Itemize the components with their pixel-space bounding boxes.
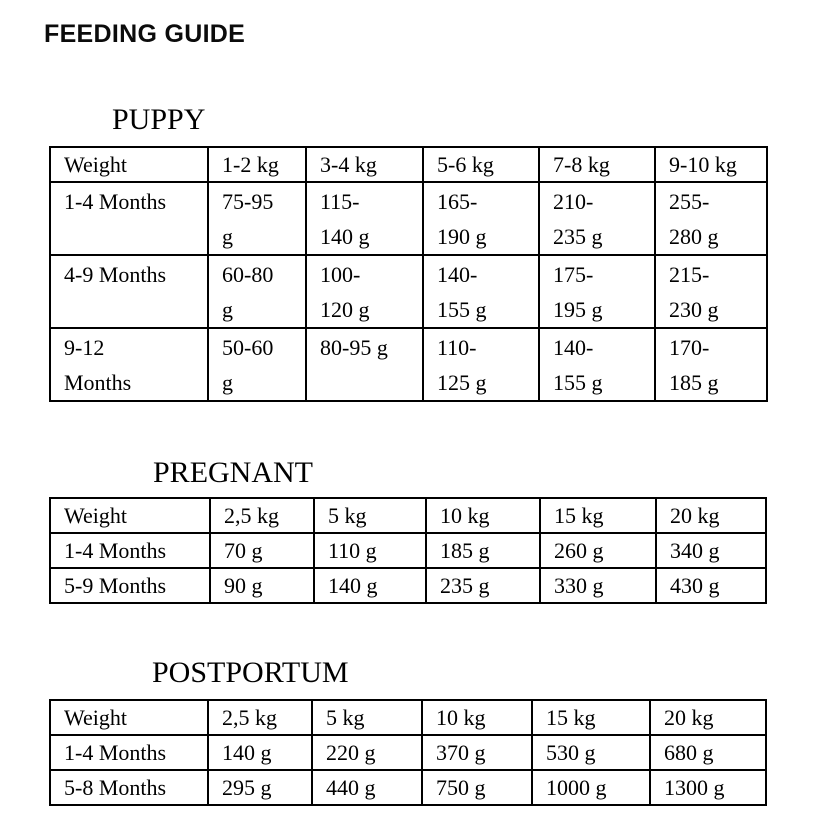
table-cell: 1300 g	[649, 769, 767, 806]
table-cell: 110 g	[313, 532, 427, 569]
table-row: 5-9 Months 90 g 140 g 235 g 330 g 430 g	[49, 567, 767, 604]
table-cell: 370 g	[421, 734, 533, 771]
column-header: 5 kg	[311, 699, 423, 736]
row-label: 1-4 Months	[49, 532, 211, 569]
column-header: 7-8 kg	[538, 146, 656, 183]
table-cell: 50-60 g	[207, 327, 307, 402]
table-cell: 220 g	[311, 734, 423, 771]
puppy-table: Weight 1-2 kg 3-4 kg 5-6 kg 7-8 kg 9-10 …	[49, 146, 768, 402]
table-cell: 100- 120 g	[305, 254, 424, 329]
table-cell: 80-95 g	[305, 327, 424, 402]
column-header: 2,5 kg	[209, 497, 315, 534]
postportum-table: Weight 2,5 kg 5 kg 10 kg 15 kg 20 kg 1-4…	[49, 699, 767, 806]
table-cell: 260 g	[539, 532, 657, 569]
table-cell: 1000 g	[531, 769, 651, 806]
column-header: 5-6 kg	[422, 146, 540, 183]
table-cell: 60-80 g	[207, 254, 307, 329]
table-cell: 215- 230 g	[654, 254, 768, 329]
table-row: 9-12 Months 50-60 g 80-95 g 110- 125 g 1…	[49, 327, 768, 402]
table-header-row: Weight 1-2 kg 3-4 kg 5-6 kg 7-8 kg 9-10 …	[49, 146, 768, 183]
table-cell: 235 g	[425, 567, 541, 604]
column-header: 1-2 kg	[207, 146, 307, 183]
row-label: 9-12 Months	[49, 327, 209, 402]
table-cell: 140 g	[313, 567, 427, 604]
column-header: Weight	[49, 497, 211, 534]
table-cell: 140- 155 g	[538, 327, 656, 402]
section-heading-puppy: PUPPY	[112, 103, 206, 136]
table-cell: 340 g	[655, 532, 767, 569]
column-header: Weight	[49, 146, 209, 183]
table-cell: 210- 235 g	[538, 181, 656, 256]
column-header: 20 kg	[649, 699, 767, 736]
table-cell: 185 g	[425, 532, 541, 569]
table-row: 1-4 Months 70 g 110 g 185 g 260 g 340 g	[49, 532, 767, 569]
pregnant-table: Weight 2,5 kg 5 kg 10 kg 15 kg 20 kg 1-4…	[49, 497, 767, 604]
document-page: FEEDING GUIDE PUPPY Weight 1-2 kg 3-4 kg…	[0, 20, 817, 827]
row-label: 1-4 Months	[49, 734, 209, 771]
table-row: 5-8 Months 295 g 440 g 750 g 1000 g 1300…	[49, 769, 767, 806]
table-header-row: Weight 2,5 kg 5 kg 10 kg 15 kg 20 kg	[49, 497, 767, 534]
table-cell: 330 g	[539, 567, 657, 604]
row-label: 1-4 Months	[49, 181, 209, 256]
column-header: 9-10 kg	[654, 146, 768, 183]
table-cell: 170- 185 g	[654, 327, 768, 402]
column-header: 10 kg	[425, 497, 541, 534]
column-header: 2,5 kg	[207, 699, 313, 736]
page-title: FEEDING GUIDE	[44, 20, 246, 48]
table-cell: 70 g	[209, 532, 315, 569]
table-cell: 430 g	[655, 567, 767, 604]
table-header-row: Weight 2,5 kg 5 kg 10 kg 15 kg 20 kg	[49, 699, 767, 736]
table-cell: 165- 190 g	[422, 181, 540, 256]
section-heading-pregnant: PREGNANT	[153, 456, 314, 489]
table-cell: 110- 125 g	[422, 327, 540, 402]
column-header: 10 kg	[421, 699, 533, 736]
table-cell: 140 g	[207, 734, 313, 771]
column-header: Weight	[49, 699, 209, 736]
table-row: 4-9 Months 60-80 g 100- 120 g 140- 155 g…	[49, 254, 768, 329]
section-heading-postportum: POSTPORTUM	[152, 656, 349, 689]
table-cell: 115- 140 g	[305, 181, 424, 256]
table-row: 1-4 Months 140 g 220 g 370 g 530 g 680 g	[49, 734, 767, 771]
table-row: 1-4 Months 75-95 g 115- 140 g 165- 190 g…	[49, 181, 768, 256]
table-cell: 140- 155 g	[422, 254, 540, 329]
table-cell: 90 g	[209, 567, 315, 604]
column-header: 20 kg	[655, 497, 767, 534]
table-cell: 75-95 g	[207, 181, 307, 256]
column-header: 5 kg	[313, 497, 427, 534]
row-label: 4-9 Months	[49, 254, 209, 329]
table-cell: 175- 195 g	[538, 254, 656, 329]
table-cell: 680 g	[649, 734, 767, 771]
table-cell: 750 g	[421, 769, 533, 806]
table-cell: 530 g	[531, 734, 651, 771]
column-header: 3-4 kg	[305, 146, 424, 183]
column-header: 15 kg	[539, 497, 657, 534]
row-label: 5-8 Months	[49, 769, 209, 806]
table-cell: 295 g	[207, 769, 313, 806]
row-label: 5-9 Months	[49, 567, 211, 604]
column-header: 15 kg	[531, 699, 651, 736]
table-cell: 255- 280 g	[654, 181, 768, 256]
table-cell: 440 g	[311, 769, 423, 806]
